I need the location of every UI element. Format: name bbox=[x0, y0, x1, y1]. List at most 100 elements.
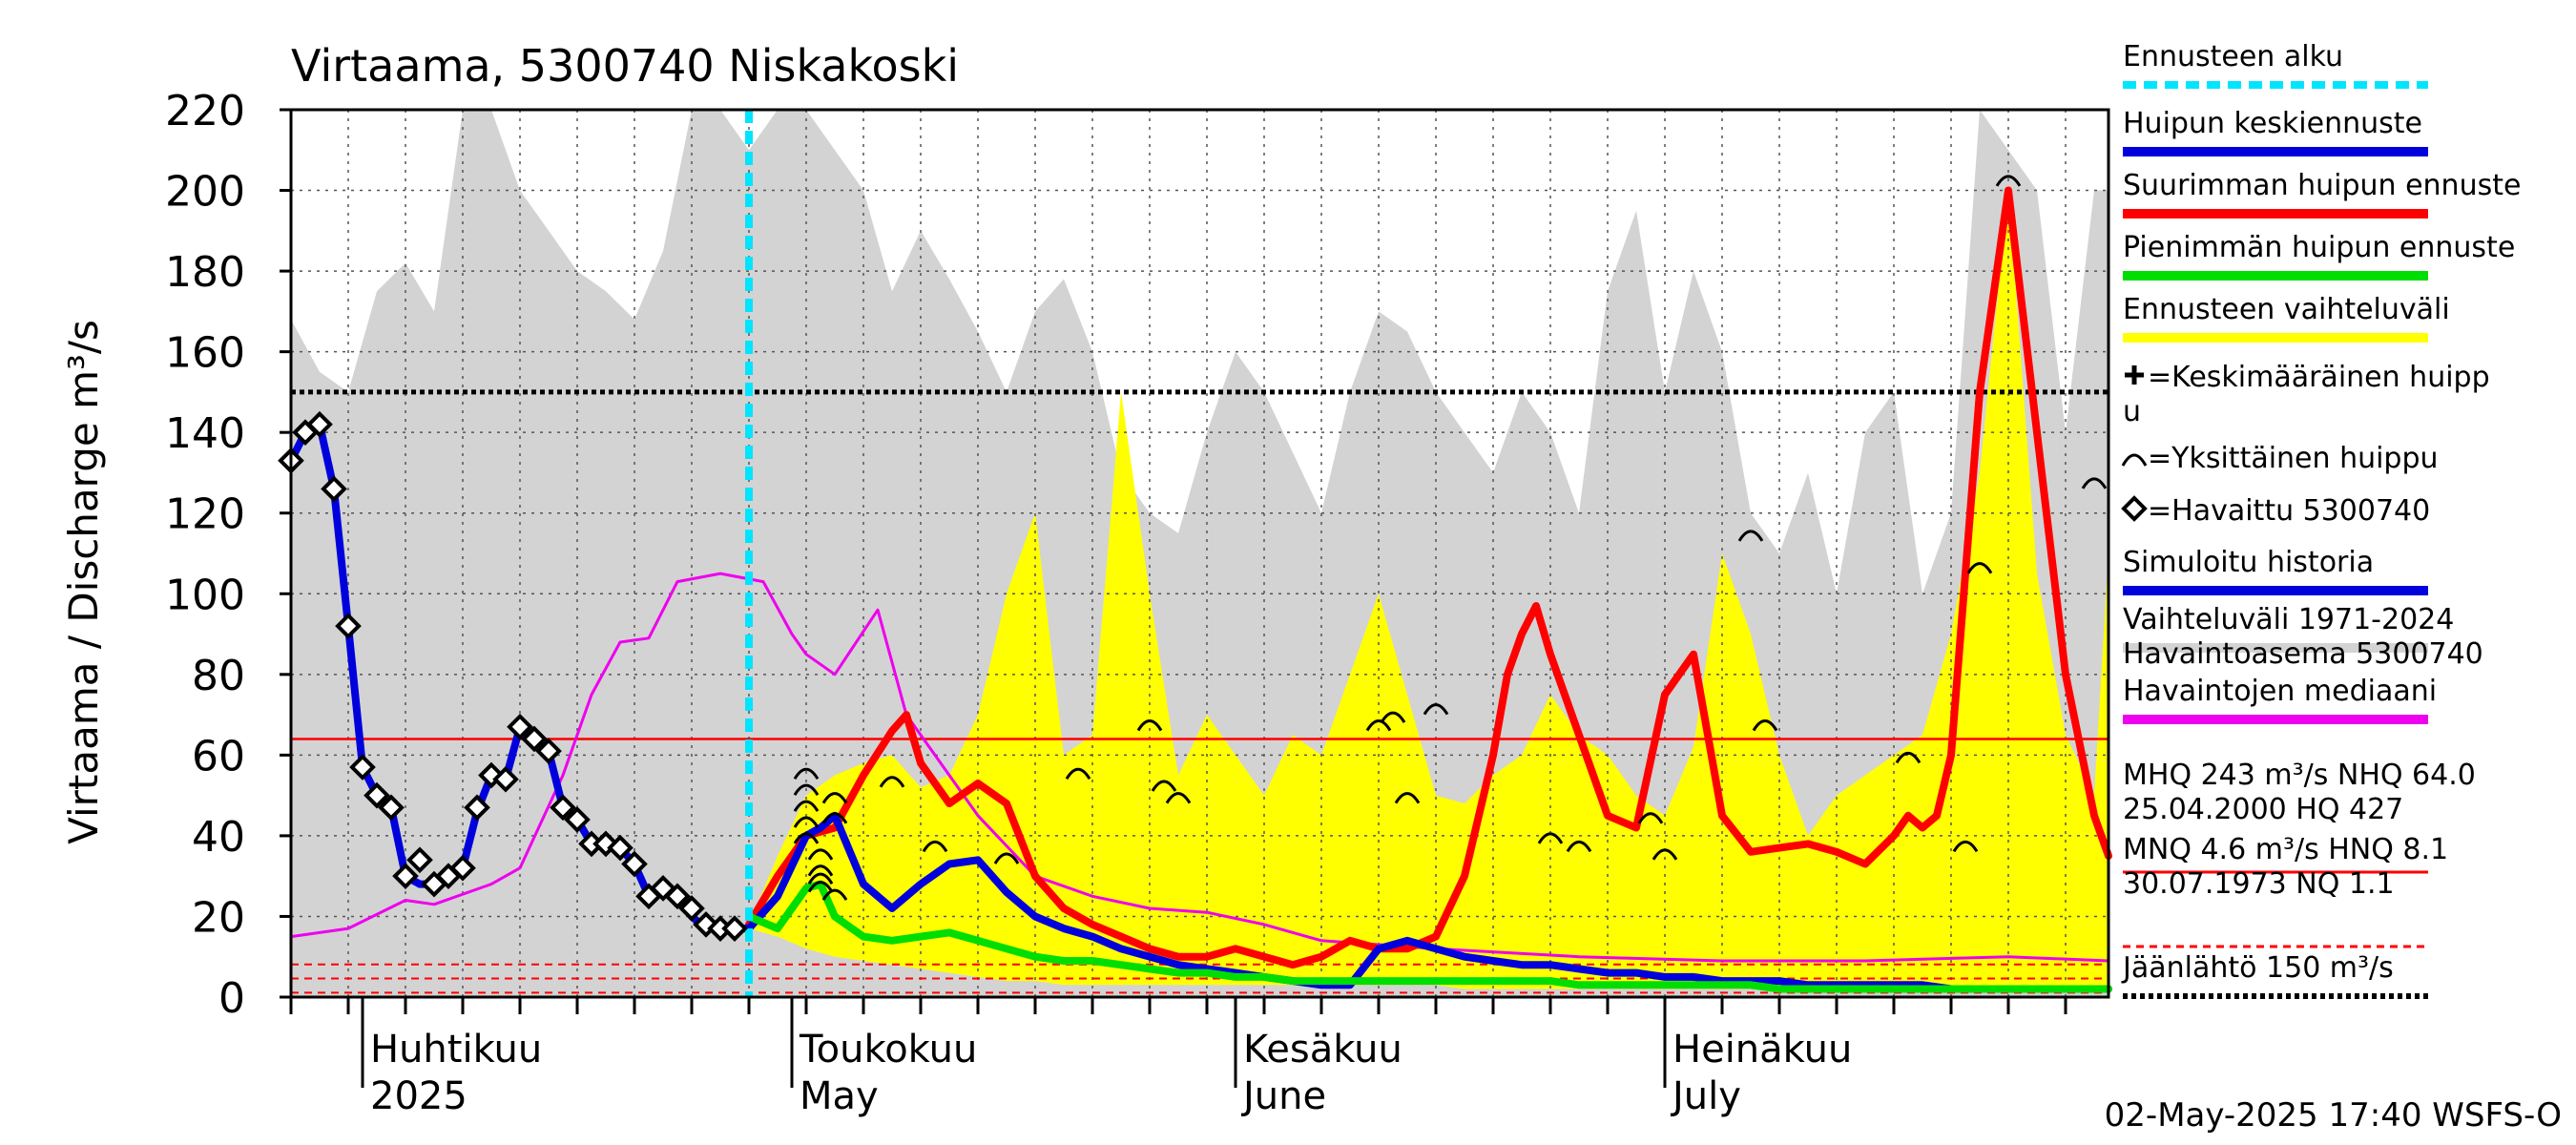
observed-marker bbox=[449, 854, 476, 882]
observed-marker bbox=[550, 794, 576, 822]
y-tick-label: 220 bbox=[165, 87, 245, 135]
peak-marker bbox=[793, 832, 820, 844]
peak-marker bbox=[1380, 711, 1406, 723]
legend-label-2: u bbox=[2123, 395, 2141, 428]
legend-item: Ennusteen vaihteluväli bbox=[2123, 293, 2450, 343]
legend-item: Huipun keskiennuste bbox=[2123, 107, 2428, 156]
peak-marker bbox=[807, 864, 834, 877]
observed-marker bbox=[492, 765, 519, 793]
y-tick-label: 20 bbox=[192, 893, 245, 942]
legend-label: MHQ 243 m³/s NHQ 64.0 bbox=[2123, 759, 2476, 792]
observed-marker bbox=[392, 863, 419, 890]
legend-item: Ennusteen alku bbox=[2123, 40, 2428, 89]
peak-marker bbox=[1737, 530, 1764, 542]
legend-label: Simuloitu historia bbox=[2123, 546, 2374, 579]
peak-marker bbox=[1966, 562, 1993, 574]
observed-marker bbox=[621, 850, 648, 878]
y-tick-label: 40 bbox=[192, 813, 245, 862]
observed-marker bbox=[607, 834, 634, 862]
legend-swatch bbox=[2121, 495, 2148, 522]
legend-label: =Havaittu 5300740 bbox=[2148, 494, 2430, 528]
peak-marker bbox=[922, 840, 948, 853]
legend-item: Pienimmän huipun ennuste bbox=[2123, 231, 2515, 281]
legend-label: Vaihteluväli 1971-2024 bbox=[2123, 603, 2454, 636]
legend-label: Ennusteen vaihteluväli bbox=[2123, 293, 2450, 326]
legend-label: Pienimmän huipun ennuste bbox=[2123, 231, 2515, 264]
observed-marker bbox=[507, 713, 533, 740]
legend-item: Vaihteluväli 1971-2024 Havaintoasema 530… bbox=[2123, 603, 2483, 671]
series-line-1 bbox=[745, 186, 2112, 969]
legend-label-2: Havaintoasema 5300740 bbox=[2123, 637, 2483, 671]
legend-item: Suurimman huipun ennuste bbox=[2123, 169, 2521, 219]
series-line-2 bbox=[745, 811, 2112, 993]
observed-marker bbox=[564, 806, 591, 833]
peak-marker bbox=[1637, 812, 1664, 824]
chart-title: Virtaama, 5300740 Niskakoski bbox=[291, 40, 959, 92]
peak-marker bbox=[821, 812, 848, 824]
y-axis-label: Virtaama / Discharge m³/s bbox=[60, 320, 107, 844]
month-label: Kesäkuu bbox=[1243, 1028, 1402, 1072]
peak-marker bbox=[793, 800, 820, 812]
peak-marker bbox=[2081, 477, 2108, 489]
month-label: Huhtikuu bbox=[370, 1028, 542, 1072]
peak-marker bbox=[793, 767, 820, 781]
legend-item: =Yksittäinen huippu bbox=[2121, 442, 2439, 475]
peak-marker bbox=[821, 792, 848, 804]
peak-marker bbox=[793, 816, 820, 828]
peak-marker bbox=[1394, 792, 1421, 804]
peak-marker bbox=[1065, 767, 1091, 781]
observed-marker bbox=[335, 613, 362, 639]
legend-label: Havaintojen mediaani bbox=[2123, 675, 2437, 708]
peak-marker bbox=[1365, 719, 1392, 732]
observed-marker bbox=[535, 738, 562, 764]
y-tick-label: 60 bbox=[192, 732, 245, 781]
peak-marker bbox=[1895, 751, 1922, 764]
peak-marker bbox=[1423, 703, 1449, 716]
month-label: Toukokuu bbox=[799, 1028, 977, 1072]
legend-label: =Yksittäinen huippu bbox=[2148, 442, 2439, 475]
peak-marker bbox=[1136, 719, 1163, 732]
y-tick-label: 200 bbox=[165, 168, 245, 217]
y-tick-label: 180 bbox=[165, 248, 245, 297]
legend-label: Suurimman huipun ennuste bbox=[2123, 169, 2521, 202]
month-label: Heinäkuu bbox=[1672, 1028, 1852, 1072]
observed-marker bbox=[678, 895, 705, 922]
peak-marker bbox=[1165, 792, 1192, 804]
observed-marker bbox=[306, 410, 333, 438]
month-label-en: July bbox=[1670, 1074, 1741, 1118]
legend-swatch bbox=[2121, 453, 2148, 467]
legend-item: Simuloitu historia bbox=[2123, 546, 2428, 595]
peak-marker bbox=[807, 848, 834, 861]
legend-label: Huipun keskiennuste bbox=[2123, 107, 2422, 140]
observed-marker bbox=[406, 846, 433, 874]
legend-label: Ennusteen alku bbox=[2123, 40, 2343, 73]
peak-marker bbox=[793, 783, 820, 796]
observed-marker bbox=[349, 754, 376, 781]
month-label-en: May bbox=[800, 1074, 879, 1118]
y-tick-label: 120 bbox=[165, 490, 245, 539]
peak-marker bbox=[1652, 848, 1678, 861]
legend-item: MHQ 243 m³/s NHQ 64.025.04.2000 HQ 427 bbox=[2123, 759, 2476, 874]
peak-marker bbox=[1566, 840, 1592, 853]
legend-label-2: 30.07.1973 NQ 1.1 bbox=[2123, 867, 2395, 901]
legend: Ennusteen alku Huipun keskiennuste Suurimm… bbox=[2121, 40, 2521, 999]
plot-frame bbox=[289, 108, 2110, 999]
plot-area bbox=[278, 109, 2112, 998]
peak-marker bbox=[1752, 719, 1778, 732]
observed-marker bbox=[321, 475, 347, 503]
legend-item: =Keskimääräinen huippu bbox=[2123, 361, 2490, 428]
legend-label: MNQ 4.6 m³/s HNQ 8.1 bbox=[2123, 833, 2448, 866]
observed-marker bbox=[464, 794, 490, 822]
month-label-en: 2025 bbox=[370, 1074, 467, 1118]
peak-marker bbox=[879, 776, 905, 788]
peak-marker bbox=[1995, 175, 2022, 187]
peak-marker bbox=[993, 852, 1020, 864]
observed-marker bbox=[521, 725, 548, 753]
observed-marker bbox=[378, 794, 405, 822]
y-tick-label: 100 bbox=[165, 571, 245, 619]
legend-label-2: 25.04.2000 HQ 427 bbox=[2123, 793, 2403, 826]
legend-label: =Keskimääräinen huipp bbox=[2148, 361, 2490, 394]
peak-marker bbox=[807, 881, 834, 893]
peak-marker bbox=[1151, 780, 1177, 792]
